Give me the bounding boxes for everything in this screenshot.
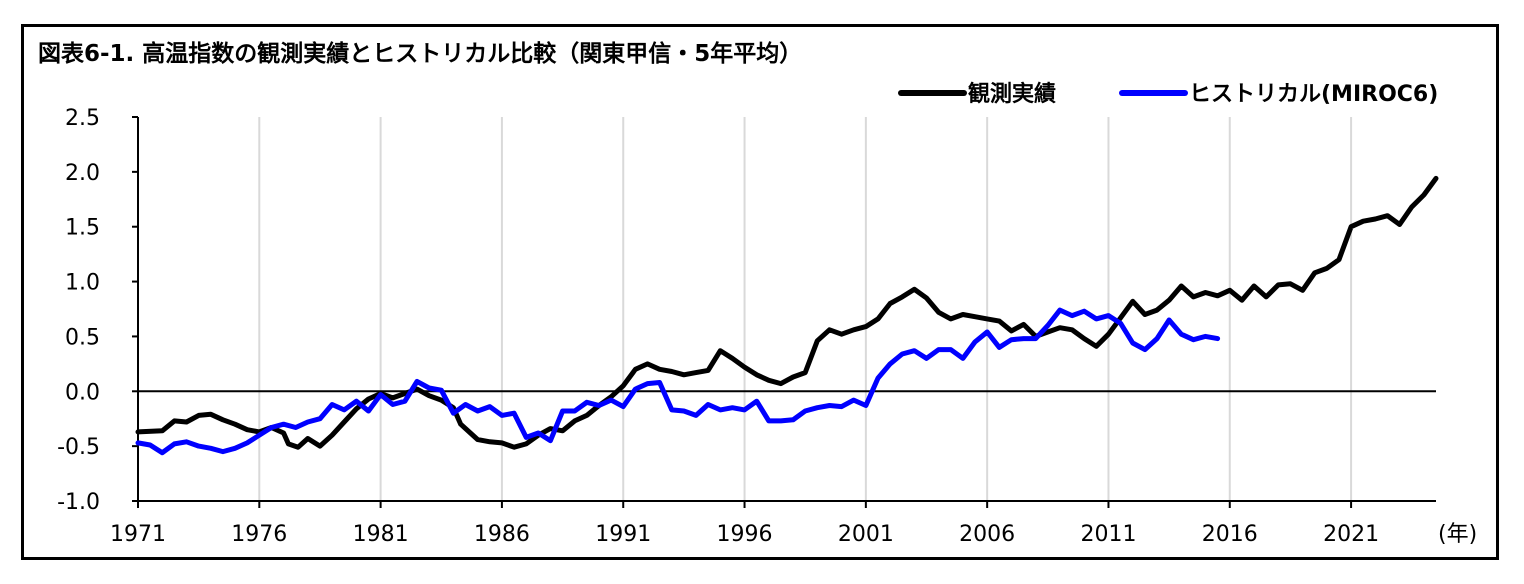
y-tick-label: 2.0	[65, 161, 100, 186]
x-tick-label: 2006	[959, 522, 1015, 547]
x-tick-label: 1986	[474, 522, 530, 547]
axes	[132, 116, 1436, 508]
x-tick-label: 1996	[717, 522, 773, 547]
x-tick-label: 2016	[1202, 522, 1258, 547]
series-line-0	[135, 175, 1439, 450]
vertical-gridlines	[258, 117, 1353, 501]
y-axis-tick-labels: 2.5 2.0 1.5 1.0 0.5 0.0 -0.5 -1.0	[57, 106, 100, 515]
series-line-1	[135, 307, 1221, 456]
x-tick-label: 2021	[1323, 522, 1379, 547]
y-tick-label: 0.0	[65, 380, 100, 405]
y-tick-label: -0.5	[57, 435, 100, 460]
y-tick-label: 1.5	[65, 216, 100, 241]
chart-frame	[21, 24, 1499, 560]
x-tick-label: 2011	[1080, 522, 1136, 547]
chart-title: 図表6-1. 高温指数の観測実績とヒストリカル比較（関東甲信・5年平均）	[38, 41, 803, 67]
series-lines	[135, 175, 1439, 456]
legend: 観測実績 ヒストリカル(MIROC6)	[898, 81, 1438, 107]
x-tick-label: 2001	[838, 522, 894, 547]
y-tick-label: -1.0	[57, 490, 100, 515]
legend-label-1: ヒストリカル(MIROC6)	[1189, 82, 1438, 107]
x-tick-label: 1976	[231, 522, 287, 547]
x-tick-label: 1991	[595, 522, 651, 547]
x-axis-tick-labels: 1971 1976 1981 1986 1991 1996 2001 2006 2011 2016…	[110, 522, 1379, 547]
y-tick-label: 1.0	[65, 271, 100, 296]
x-tick-label: 1971	[110, 522, 166, 547]
y-tick-label: 0.5	[65, 325, 100, 350]
legend-label-0: 観測実績	[968, 81, 1056, 107]
y-tick-label: 2.5	[65, 106, 100, 131]
x-tick-label: 1981	[353, 522, 409, 547]
x-axis-unit: (年)	[1438, 522, 1477, 547]
